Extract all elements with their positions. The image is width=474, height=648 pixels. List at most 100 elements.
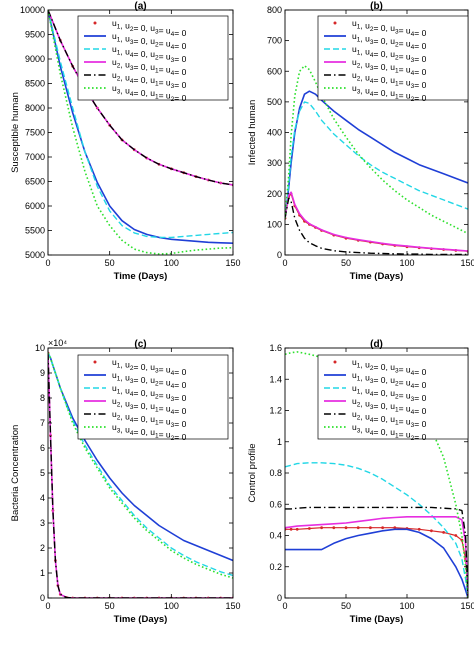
y-tick-label: 7 bbox=[40, 418, 45, 428]
y-tick-label: 8 bbox=[40, 393, 45, 403]
chart-title: (a) bbox=[134, 1, 146, 12]
data-point bbox=[454, 534, 458, 537]
data-point bbox=[393, 526, 397, 530]
y-tick-label: 300 bbox=[267, 158, 282, 168]
y-tick-label: 1.6 bbox=[269, 343, 282, 353]
series-line-4 bbox=[285, 515, 468, 598]
chart-title: (d) bbox=[370, 339, 383, 350]
series-line-2 bbox=[285, 528, 468, 598]
series-line-6 bbox=[48, 10, 233, 255]
y-tick-label: 9 bbox=[40, 368, 45, 378]
y-axis-multiplier: ×10⁴ bbox=[48, 338, 67, 348]
y-axis-label: Bacteria Concentration bbox=[10, 425, 21, 522]
x-tick-label: 50 bbox=[341, 601, 351, 611]
series-line-4 bbox=[285, 191, 468, 252]
legend-swatch bbox=[93, 21, 97, 25]
y-tick-label: 1 bbox=[40, 568, 45, 578]
series-line-1 bbox=[285, 527, 468, 598]
y-tick-label: 6000 bbox=[25, 201, 45, 211]
x-axis-label: Time (Days) bbox=[114, 614, 168, 625]
y-tick-label: 8000 bbox=[25, 103, 45, 113]
x-axis-label: Time (Days) bbox=[114, 271, 168, 282]
y-tick-label: 200 bbox=[267, 189, 282, 199]
series-line-3 bbox=[48, 352, 233, 577]
x-tick-label: 0 bbox=[45, 258, 50, 268]
legend-swatch bbox=[93, 360, 97, 364]
data-point bbox=[344, 526, 348, 530]
data-point bbox=[417, 527, 421, 531]
y-tick-label: 10000 bbox=[20, 5, 45, 15]
x-tick-label: 50 bbox=[105, 601, 115, 611]
x-tick-label: 0 bbox=[45, 601, 50, 611]
y-tick-label: 500 bbox=[267, 97, 282, 107]
legend: u1, u2= 0, u3= u4= 0u1, u3= 0, u2= u4= 0… bbox=[317, 15, 469, 103]
y-tick-label: 600 bbox=[267, 66, 282, 76]
y-tick-label: 0 bbox=[40, 593, 45, 603]
y-tick-label: 9500 bbox=[25, 30, 45, 40]
data-point bbox=[308, 527, 311, 530]
x-tick-label: 50 bbox=[341, 258, 351, 268]
x-axis-label: Time (Days) bbox=[350, 271, 404, 282]
y-tick-label: 0 bbox=[277, 593, 282, 603]
legend-box bbox=[77, 15, 229, 101]
y-tick-label: 800 bbox=[267, 5, 282, 15]
x-tick-label: 150 bbox=[225, 601, 240, 611]
series-line-6 bbox=[285, 351, 468, 598]
chart-title: (b) bbox=[370, 1, 383, 12]
y-tick-label: 5500 bbox=[25, 226, 45, 236]
y-tick-label: 9000 bbox=[25, 54, 45, 64]
legend: u1, u2= 0, u3= u4= 0u1, u3= 0, u2= u4= 0… bbox=[77, 15, 229, 103]
panel-c: 0 50 100 150 0 1 2 3 4 5 6 7 8 9 10 (c) Time (Days) Bacte… bbox=[10, 338, 241, 625]
data-point bbox=[295, 527, 299, 531]
x-tick-label: 0 bbox=[282, 601, 287, 611]
x-tick-label: 100 bbox=[164, 258, 179, 268]
legend-box bbox=[317, 15, 469, 101]
legend-box bbox=[77, 354, 229, 440]
y-tick-label: 4 bbox=[40, 493, 45, 503]
data-point bbox=[430, 529, 433, 533]
panel-b: 0 50 100 150 0 100 200 300 400 500 600 700 800 (b) Tim… bbox=[247, 1, 474, 282]
y-tick-label: 6500 bbox=[25, 177, 45, 187]
y-tick-label: 0.8 bbox=[269, 468, 282, 478]
x-tick-label: 100 bbox=[399, 258, 414, 268]
data-point bbox=[442, 531, 445, 534]
y-axis-label: Control profile bbox=[247, 443, 258, 502]
series-line-5 bbox=[285, 506, 468, 598]
y-tick-label: 1 bbox=[277, 437, 282, 447]
y-tick-label: 7000 bbox=[25, 152, 45, 162]
y-tick-label: 0.6 bbox=[269, 499, 282, 509]
y-tick-label: 5 bbox=[40, 468, 45, 478]
y-tick-label: 2 bbox=[40, 543, 45, 553]
y-tick-label: 1.4 bbox=[269, 374, 282, 384]
series-line-3 bbox=[285, 101, 468, 219]
y-axis-label: Susceptible human bbox=[10, 92, 21, 173]
x-tick-label: 100 bbox=[399, 601, 414, 611]
x-axis-label: Time (Days) bbox=[350, 614, 404, 625]
legend-swatch bbox=[333, 21, 337, 25]
x-tick-label: 150 bbox=[460, 258, 474, 268]
chart-title: (c) bbox=[134, 339, 146, 350]
y-tick-label: 0.4 bbox=[269, 531, 282, 541]
data-point bbox=[332, 526, 336, 530]
series-line-4 bbox=[48, 352, 233, 598]
panel-a: 0 50 100 150 5000 5500 6000 6500 7000 7500 8000 850… bbox=[10, 1, 241, 282]
x-tick-label: 100 bbox=[164, 601, 179, 611]
y-tick-label: 1.2 bbox=[269, 406, 282, 416]
data-point bbox=[320, 526, 323, 530]
data-point bbox=[356, 526, 360, 530]
legend: u1, u2= 0, u3= u4= 0u1, u3= 0, u2= u4= 0… bbox=[317, 354, 469, 442]
data-point bbox=[381, 526, 384, 530]
series-line-5 bbox=[285, 197, 468, 255]
legend-box bbox=[317, 354, 469, 440]
y-axis-label: Infected human bbox=[247, 100, 258, 166]
y-tick-label: 0 bbox=[277, 250, 282, 260]
legend-swatch bbox=[333, 360, 337, 364]
y-tick-label: 3 bbox=[40, 518, 45, 528]
data-point bbox=[369, 526, 372, 530]
y-tick-label: 8500 bbox=[25, 79, 45, 89]
y-tick-label: 5000 bbox=[25, 250, 45, 260]
y-tick-label: 7500 bbox=[25, 128, 45, 138]
series-line-6 bbox=[48, 352, 233, 579]
legend: u1, u2= 0, u3= u4= 0u1, u3= 0, u2= u4= 0… bbox=[77, 354, 229, 442]
x-tick-label: 150 bbox=[225, 258, 240, 268]
